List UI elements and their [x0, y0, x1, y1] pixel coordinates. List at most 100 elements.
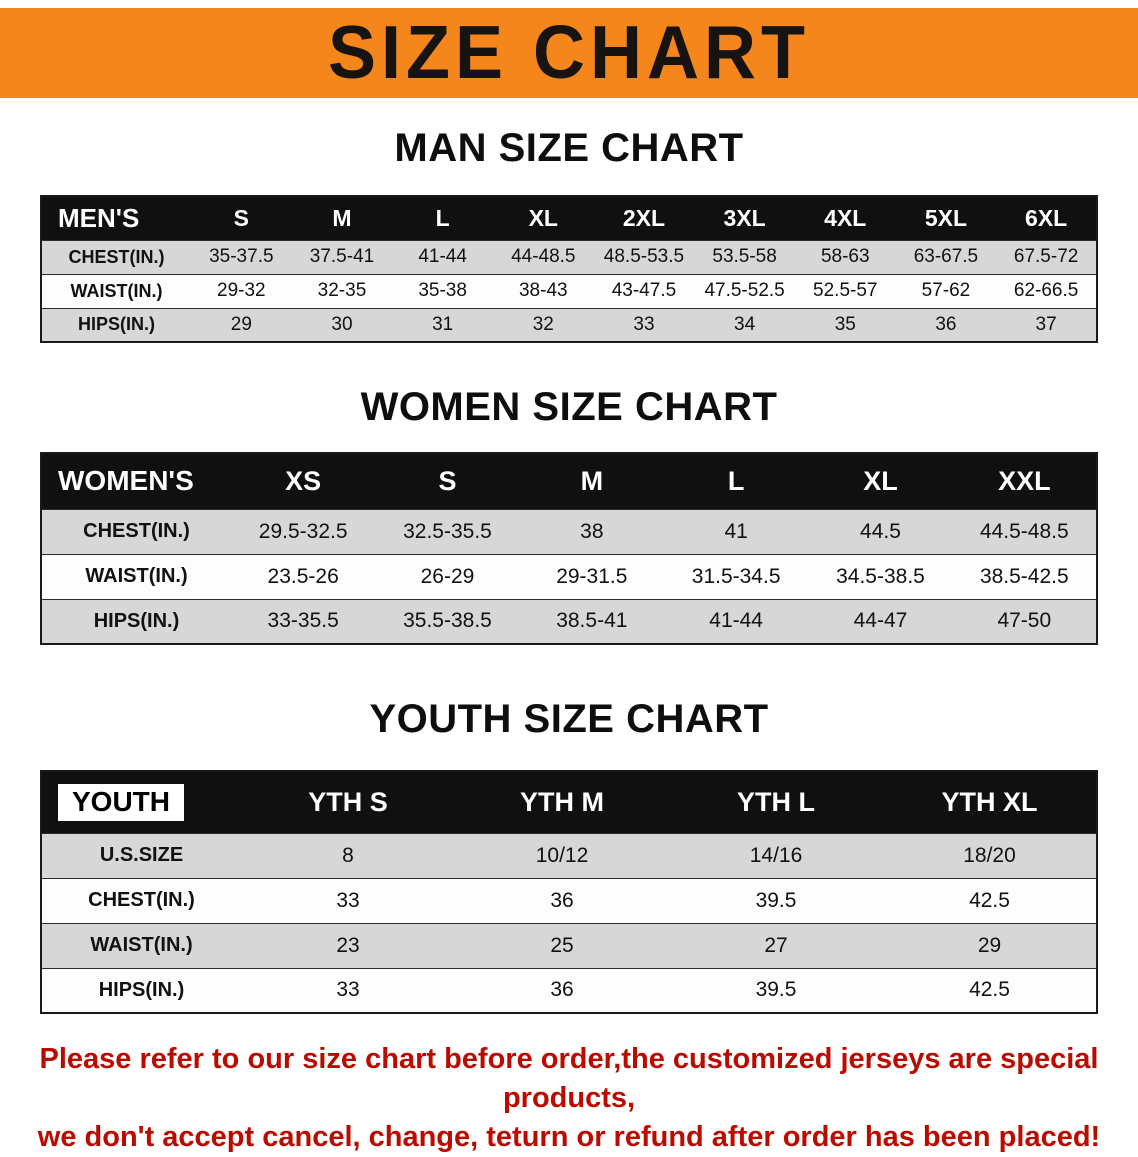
table-cell: 35-38	[392, 273, 493, 308]
column-header: XS	[231, 453, 376, 509]
youth-section-heading: YOUTH SIZE CHART	[369, 697, 769, 741]
table-corner-label: YOUTH	[41, 771, 241, 833]
column-header: M	[519, 453, 664, 509]
table-row: U.S.SIZE 8 10/12 14/16 18/20	[41, 832, 1097, 878]
men-section: MAN SIZE CHART MEN'S S M L XL 2XL 3XL 4XL 5XL 6XL…	[0, 126, 1138, 343]
row-label: U.S.SIZE	[41, 832, 241, 878]
order-policy-line-2: we don't accept cancel, change, teturn o…	[37, 1121, 1101, 1154]
men-size-table: MEN'S S M L XL 2XL 3XL 4XL 5XL 6XL CHEST(IN.) 35-37…	[40, 195, 1098, 343]
table-cell: 36	[455, 967, 669, 1013]
column-header: YTH M	[455, 771, 669, 833]
table-cell: 34	[694, 307, 795, 342]
table-cell: 39.5	[669, 967, 883, 1013]
row-label: WAIST(IN.)	[41, 273, 191, 308]
table-header-row: YOUTH YTH S YTH M YTH L YTH XL	[41, 771, 1097, 833]
column-header: L	[392, 196, 493, 240]
row-label: HIPS(IN.)	[41, 598, 231, 644]
column-header: XXL	[952, 453, 1097, 509]
table-cell: 33-35.5	[231, 598, 376, 644]
size-chart-banner: SIZE CHART	[0, 8, 1138, 98]
table-row: CHEST(IN.) 33 36 39.5 42.5	[41, 877, 1097, 923]
table-cell: 44.5-48.5	[952, 508, 1097, 554]
table-cell: 38	[519, 508, 664, 554]
youth-size-table: YOUTH YTH S YTH M YTH L YTH XL U.S.SIZE 8 10/12…	[40, 770, 1098, 1014]
table-row: HIPS(IN.) 33-35.5 35.5-38.5 38.5-41 41-44 44-…	[41, 598, 1097, 644]
row-label: HIPS(IN.)	[41, 967, 241, 1013]
table-cell: 37.5-41	[291, 239, 393, 274]
table-cell: 35-37.5	[191, 239, 292, 274]
table-cell: 34.5-38.5	[808, 553, 953, 599]
table-row: WAIST(IN.) 23.5-26 26-29 29-31.5 31.5-34.5 34…	[41, 553, 1097, 599]
corner-label-highlight: YOUTH	[58, 783, 184, 821]
table-cell: 26-29	[375, 553, 520, 599]
table-cell: 41-44	[392, 239, 493, 274]
table-cell: 58-63	[794, 239, 896, 274]
column-header: YTH L	[669, 771, 883, 833]
table-cell: 25	[455, 922, 669, 968]
table-cell: 31	[392, 307, 493, 342]
column-header: M	[291, 196, 393, 240]
table-cell: 41-44	[663, 598, 809, 644]
table-cell: 14/16	[669, 832, 883, 878]
table-header-row: WOMEN'S XS S M L XL XXL	[41, 453, 1097, 509]
column-header: XL	[492, 196, 594, 240]
table-cell: 38.5-41	[519, 598, 664, 644]
column-header: XL	[808, 453, 953, 509]
table-cell: 39.5	[669, 877, 883, 923]
table-row: CHEST(IN.) 35-37.5 37.5-41 41-44 44-48.5 48.5…	[41, 239, 1097, 274]
order-policy-note: Please refer to our size chart before or…	[0, 1040, 1138, 1157]
table-cell: 10/12	[455, 832, 669, 878]
table-cell: 42.5	[883, 967, 1097, 1013]
table-row: WAIST(IN.) 23 25 27 29	[41, 922, 1097, 968]
column-header: 4XL	[794, 196, 896, 240]
column-header: L	[663, 453, 809, 509]
page-title: SIZE CHART	[328, 11, 810, 96]
column-header: 3XL	[694, 196, 795, 240]
order-policy-line-1: Please refer to our size chart before or…	[39, 1043, 1099, 1115]
table-cell: 41	[663, 508, 809, 554]
table-cell: 33	[241, 877, 455, 923]
table-cell: 33	[241, 967, 455, 1013]
table-cell: 23	[241, 922, 455, 968]
table-row: HIPS(IN.) 29 30 31 32 33 34 35 36 37	[41, 307, 1097, 342]
table-cell: 18/20	[883, 832, 1097, 878]
men-section-heading: MAN SIZE CHART	[394, 126, 744, 170]
table-cell: 57-62	[895, 273, 997, 308]
table-header-row: MEN'S S M L XL 2XL 3XL 4XL 5XL 6XL	[41, 196, 1097, 240]
table-cell: 48.5-53.5	[593, 239, 695, 274]
column-header: S	[375, 453, 520, 509]
table-cell: 32.5-35.5	[375, 508, 520, 554]
row-label: HIPS(IN.)	[41, 307, 191, 342]
table-row: WAIST(IN.) 29-32 32-35 35-38 38-43 43-47.5 47.…	[41, 273, 1097, 308]
column-header: 5XL	[895, 196, 997, 240]
table-cell: 67.5-72	[996, 239, 1097, 274]
women-size-table: WOMEN'S XS S M L XL XXL CHEST(IN.) 29.5-32.5 32.5…	[40, 452, 1098, 645]
table-cell: 27	[669, 922, 883, 968]
table-cell: 8	[241, 832, 455, 878]
table-cell: 63-67.5	[895, 239, 997, 274]
column-header: 6XL	[996, 196, 1097, 240]
row-label: CHEST(IN.)	[41, 508, 231, 554]
youth-section: YOUTH SIZE CHART YOUTH YTH S YTH M YTH L YTH…	[0, 697, 1138, 1014]
table-corner-label: MEN'S	[41, 196, 191, 240]
table-cell: 53.5-58	[694, 239, 795, 274]
row-label: CHEST(IN.)	[41, 239, 191, 274]
table-cell: 35.5-38.5	[375, 598, 520, 644]
table-cell: 38-43	[492, 273, 594, 308]
column-header: 2XL	[593, 196, 695, 240]
table-cell: 30	[291, 307, 393, 342]
table-cell: 29	[883, 922, 1097, 968]
row-label: CHEST(IN.)	[41, 877, 241, 923]
column-header: YTH S	[241, 771, 455, 833]
table-cell: 31.5-34.5	[663, 553, 809, 599]
column-header: S	[191, 196, 292, 240]
column-header: YTH XL	[883, 771, 1097, 833]
table-cell: 29-32	[191, 273, 292, 308]
row-label: WAIST(IN.)	[41, 922, 241, 968]
table-cell: 29.5-32.5	[231, 508, 376, 554]
table-cell: 42.5	[883, 877, 1097, 923]
table-cell: 29-31.5	[519, 553, 664, 599]
table-cell: 62-66.5	[996, 273, 1097, 308]
women-section-heading: WOMEN SIZE CHART	[360, 385, 778, 429]
table-cell: 36	[895, 307, 997, 342]
